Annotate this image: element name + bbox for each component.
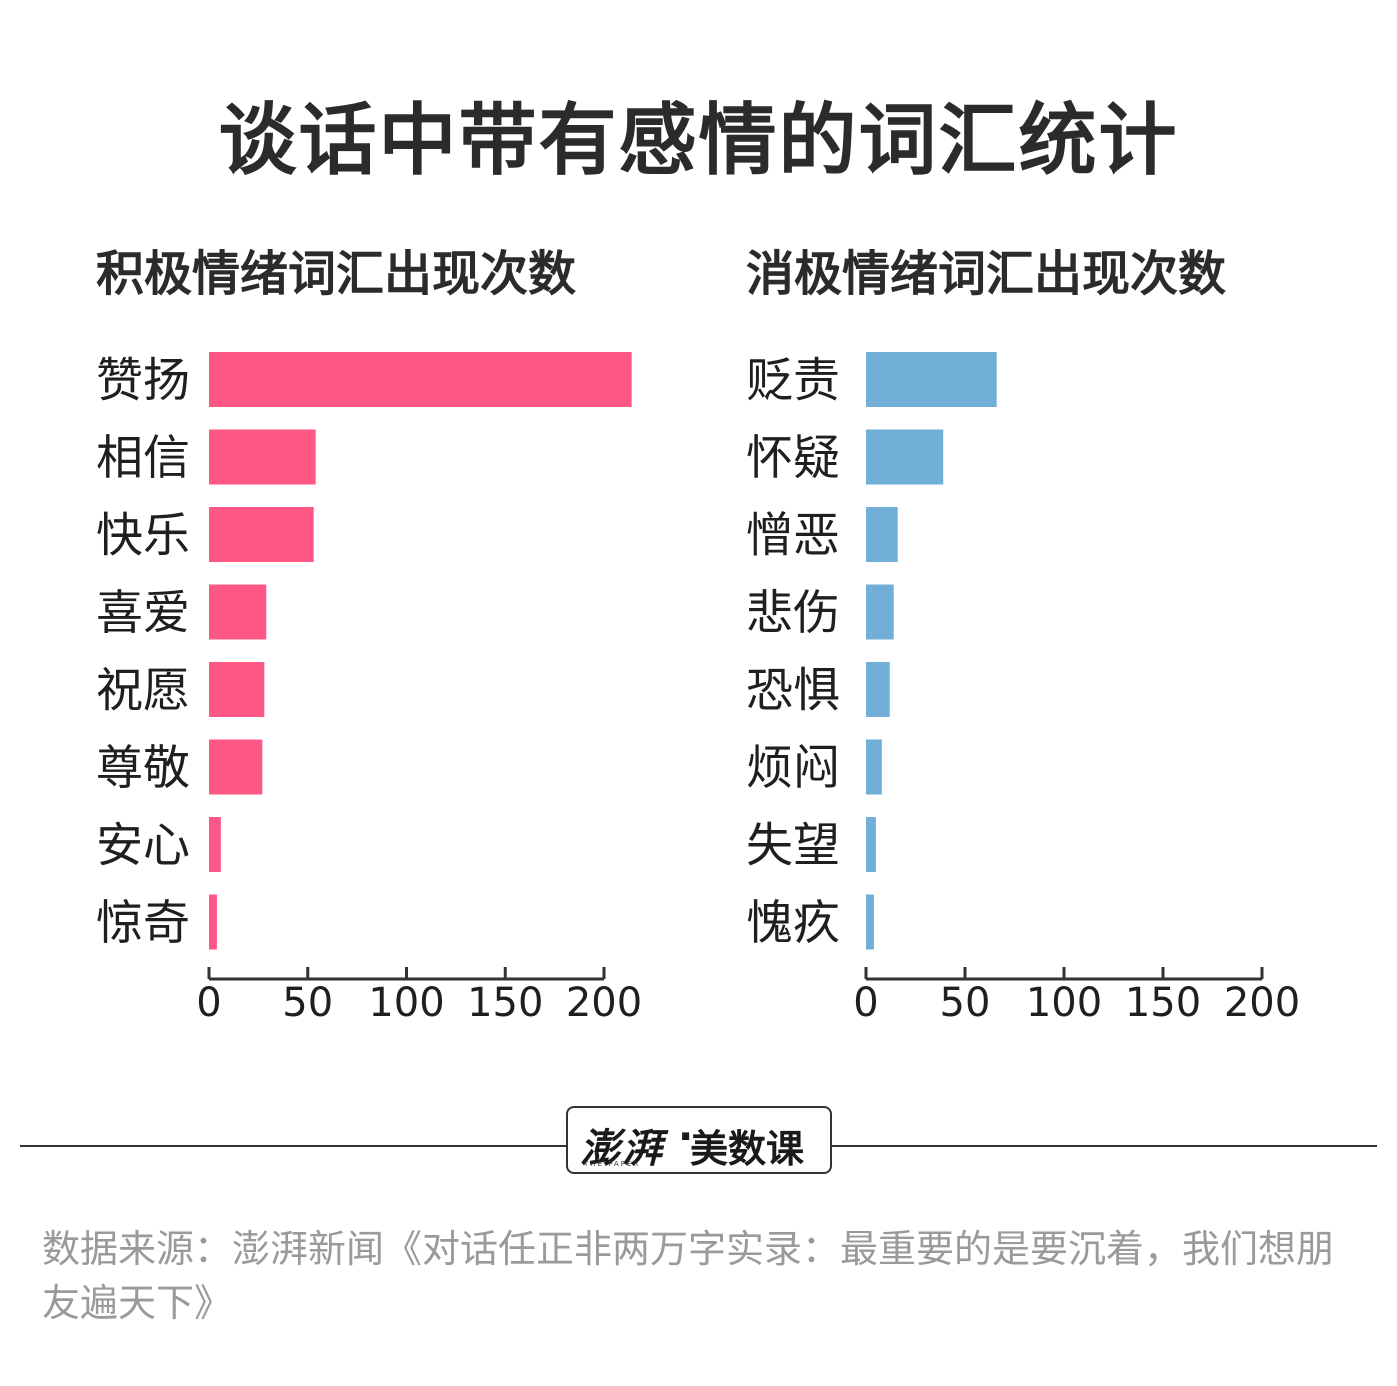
negative-x-tick-label: 100 <box>1026 980 1102 1026</box>
positive-category-label: 安心 <box>96 819 190 874</box>
negative-category-label: 失望 <box>746 819 840 874</box>
positive-bar-0 <box>209 352 632 407</box>
negative-x-tick-label: 200 <box>1224 980 1300 1026</box>
positive-bar-4 <box>209 662 265 717</box>
positive-bar-6 <box>209 817 221 872</box>
positive-x-tick-label: 0 <box>196 980 221 1026</box>
negative-bar-1 <box>866 429 944 485</box>
negative-bar-6 <box>866 817 876 872</box>
negative-bar-2 <box>866 507 898 562</box>
logo-cn-text: 澎湃 <box>580 1125 664 1172</box>
positive-category-label: 尊敬 <box>96 741 190 796</box>
positive-x-tick-label: 200 <box>566 980 642 1026</box>
negative-category-label: 恐惧 <box>746 664 840 719</box>
positive-category-label: 赞扬 <box>96 354 190 409</box>
data-source-note: 数据来源：澎湃新闻《对话任正非两万字实录：最重要的是要沉着，我们想朋友遍天下》 <box>42 1227 1335 1325</box>
positive-category-label: 相信 <box>96 431 190 486</box>
positive-category-label: 喜爱 <box>96 586 190 641</box>
positive-bar-2 <box>209 507 314 562</box>
positive-x-tick-label: 50 <box>282 980 333 1026</box>
positive-x-tick-label: 150 <box>467 980 543 1026</box>
negative-x-tick-label: 0 <box>853 980 878 1026</box>
logo-separator: · <box>678 1114 694 1160</box>
divider-right <box>832 1145 1377 1147</box>
page-title: 谈话中带有感情的词汇统计 <box>218 96 1179 186</box>
positive-bar-7 <box>209 894 217 950</box>
brand-logo: 澎湃 · 美数课 THE PAPER <box>566 1106 832 1174</box>
negative-bar-0 <box>866 352 997 407</box>
positive-category-label: 祝愿 <box>96 664 190 719</box>
negative-category-label: 憎恶 <box>746 509 840 564</box>
negative-bar-4 <box>866 662 890 717</box>
negative-category-label: 愧疚 <box>746 896 840 951</box>
positive-bar-5 <box>209 739 263 795</box>
divider-left <box>20 1145 566 1147</box>
positive-chart-title: 积极情绪词汇出现次数 <box>96 246 576 302</box>
negative-x-tick-label: 50 <box>940 980 991 1026</box>
positive-bar-1 <box>209 429 316 485</box>
negative-bar-5 <box>866 739 882 795</box>
logo-name-text: 美数课 <box>690 1127 805 1171</box>
negative-chart-title: 消极情绪词汇出现次数 <box>746 246 1226 302</box>
positive-category-label: 惊奇 <box>96 896 190 951</box>
logo-en-text: THE PAPER <box>584 1160 641 1168</box>
negative-category-label: 贬责 <box>746 354 840 409</box>
negative-category-label: 怀疑 <box>746 431 840 486</box>
positive-bar-3 <box>209 584 267 640</box>
negative-category-label: 烦闷 <box>746 741 840 796</box>
positive-category-label: 快乐 <box>96 509 190 564</box>
negative-bar-7 <box>866 894 874 950</box>
positive-x-tick-label: 100 <box>368 980 444 1026</box>
negative-bar-3 <box>866 584 894 640</box>
negative-category-label: 悲伤 <box>746 586 840 641</box>
negative-x-tick-label: 150 <box>1125 980 1201 1026</box>
